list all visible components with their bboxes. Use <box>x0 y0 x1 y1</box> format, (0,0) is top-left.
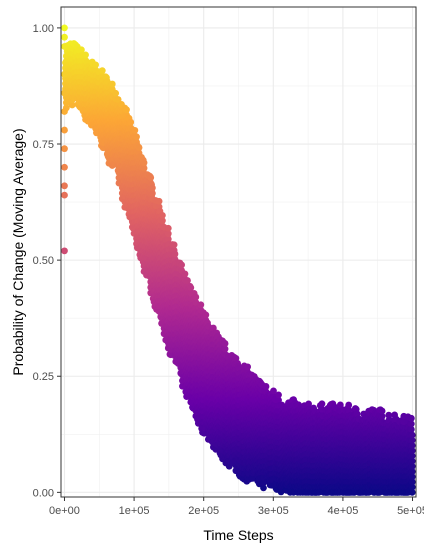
data-point <box>68 101 76 109</box>
data-point <box>164 224 172 232</box>
data-point <box>114 96 122 103</box>
data-point <box>197 301 205 309</box>
data-point <box>127 118 135 126</box>
data-point <box>244 363 252 371</box>
data-point <box>112 89 120 97</box>
data-point <box>147 174 155 181</box>
data-point <box>92 61 99 69</box>
data-point <box>140 159 148 167</box>
data-point <box>108 80 116 88</box>
data-point <box>170 241 178 249</box>
data-point <box>135 144 143 151</box>
data-point <box>187 284 195 292</box>
data-point <box>78 46 85 54</box>
data-point <box>275 391 282 399</box>
data-point <box>262 383 270 390</box>
data-point <box>192 293 200 301</box>
data-point <box>221 340 229 347</box>
data-point <box>82 51 89 59</box>
data-point <box>181 270 189 278</box>
data-point <box>159 212 166 219</box>
data-point <box>133 133 140 141</box>
data-point <box>171 250 179 258</box>
data-point <box>202 311 210 319</box>
data-point <box>155 197 163 205</box>
data-point <box>178 261 186 269</box>
data-points <box>61 24 416 496</box>
data-point <box>131 126 139 134</box>
data-point <box>123 106 130 114</box>
data-point <box>149 184 156 192</box>
data-point <box>98 67 106 75</box>
